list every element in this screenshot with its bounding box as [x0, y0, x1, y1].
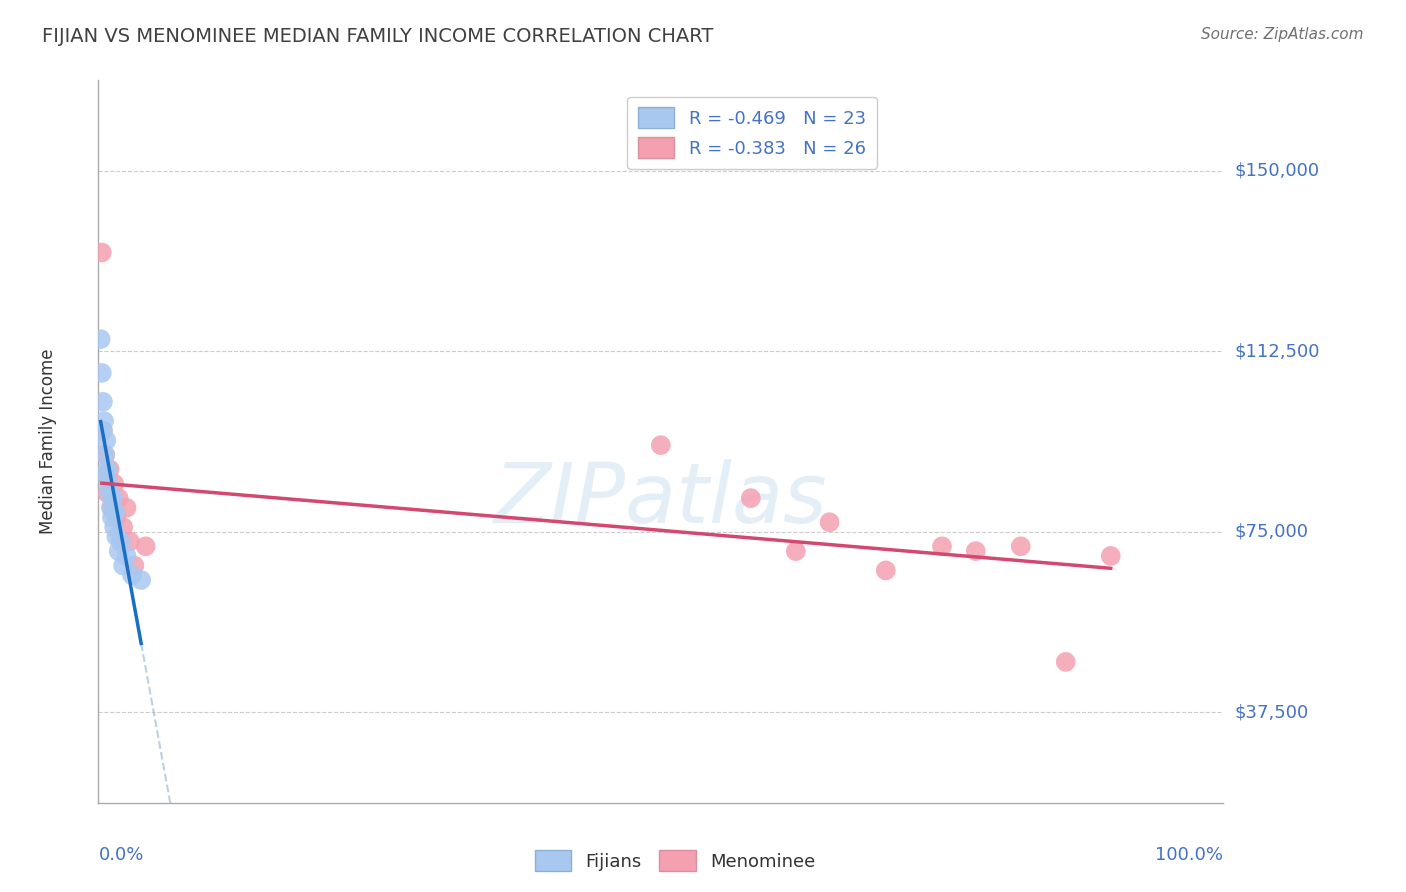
Text: $37,500: $37,500	[1234, 704, 1309, 722]
Point	[112, 520, 135, 534]
Point	[104, 506, 127, 520]
Point	[103, 476, 125, 491]
Text: 100.0%: 100.0%	[1156, 847, 1223, 864]
Point	[96, 486, 118, 500]
Point	[965, 544, 987, 558]
Text: 0.0%: 0.0%	[98, 847, 143, 864]
Point	[118, 534, 141, 549]
Point	[103, 520, 125, 534]
Text: Median Family Income: Median Family Income	[39, 349, 56, 534]
Point	[96, 467, 118, 481]
Point	[818, 515, 841, 529]
Point	[105, 530, 128, 544]
Point	[94, 448, 117, 462]
Point	[90, 245, 112, 260]
Point	[91, 424, 114, 438]
Legend: R = -0.469   N = 23, R = -0.383   N = 26: R = -0.469 N = 23, R = -0.383 N = 26	[627, 96, 877, 169]
Point	[931, 539, 953, 553]
Point	[96, 462, 118, 476]
Text: ZIPatlas: ZIPatlas	[494, 458, 828, 540]
Point	[124, 558, 146, 573]
Text: $150,000: $150,000	[1234, 161, 1319, 179]
Point	[110, 534, 132, 549]
Point	[101, 491, 124, 505]
Point	[107, 544, 129, 558]
Point	[98, 462, 121, 476]
Point	[121, 568, 143, 582]
Point	[110, 534, 132, 549]
Point	[96, 434, 118, 448]
Point	[90, 366, 112, 380]
Point	[1010, 539, 1032, 553]
Point	[112, 558, 135, 573]
Point	[875, 563, 897, 577]
Legend: Fijians, Menominee: Fijians, Menominee	[527, 843, 823, 879]
Text: FIJIAN VS MENOMINEE MEDIAN FAMILY INCOME CORRELATION CHART: FIJIAN VS MENOMINEE MEDIAN FAMILY INCOME…	[42, 27, 714, 45]
Point	[100, 500, 122, 515]
Point	[135, 539, 157, 553]
Point	[107, 491, 129, 505]
Point	[105, 510, 128, 524]
Point	[650, 438, 672, 452]
Text: $112,500: $112,500	[1234, 343, 1320, 360]
Point	[101, 510, 124, 524]
Text: Source: ZipAtlas.com: Source: ZipAtlas.com	[1201, 27, 1364, 42]
Point	[91, 394, 114, 409]
Point	[785, 544, 807, 558]
Point	[98, 486, 121, 500]
Point	[90, 332, 112, 346]
Point	[101, 500, 124, 515]
Point	[129, 573, 152, 587]
Text: $75,000: $75,000	[1234, 523, 1309, 541]
Point	[115, 500, 138, 515]
Point	[97, 476, 120, 491]
Point	[1054, 655, 1077, 669]
Point	[94, 467, 117, 481]
Point	[94, 448, 117, 462]
Point	[93, 414, 115, 428]
Point	[740, 491, 762, 505]
Point	[91, 424, 114, 438]
Point	[1099, 549, 1122, 563]
Point	[115, 549, 138, 563]
